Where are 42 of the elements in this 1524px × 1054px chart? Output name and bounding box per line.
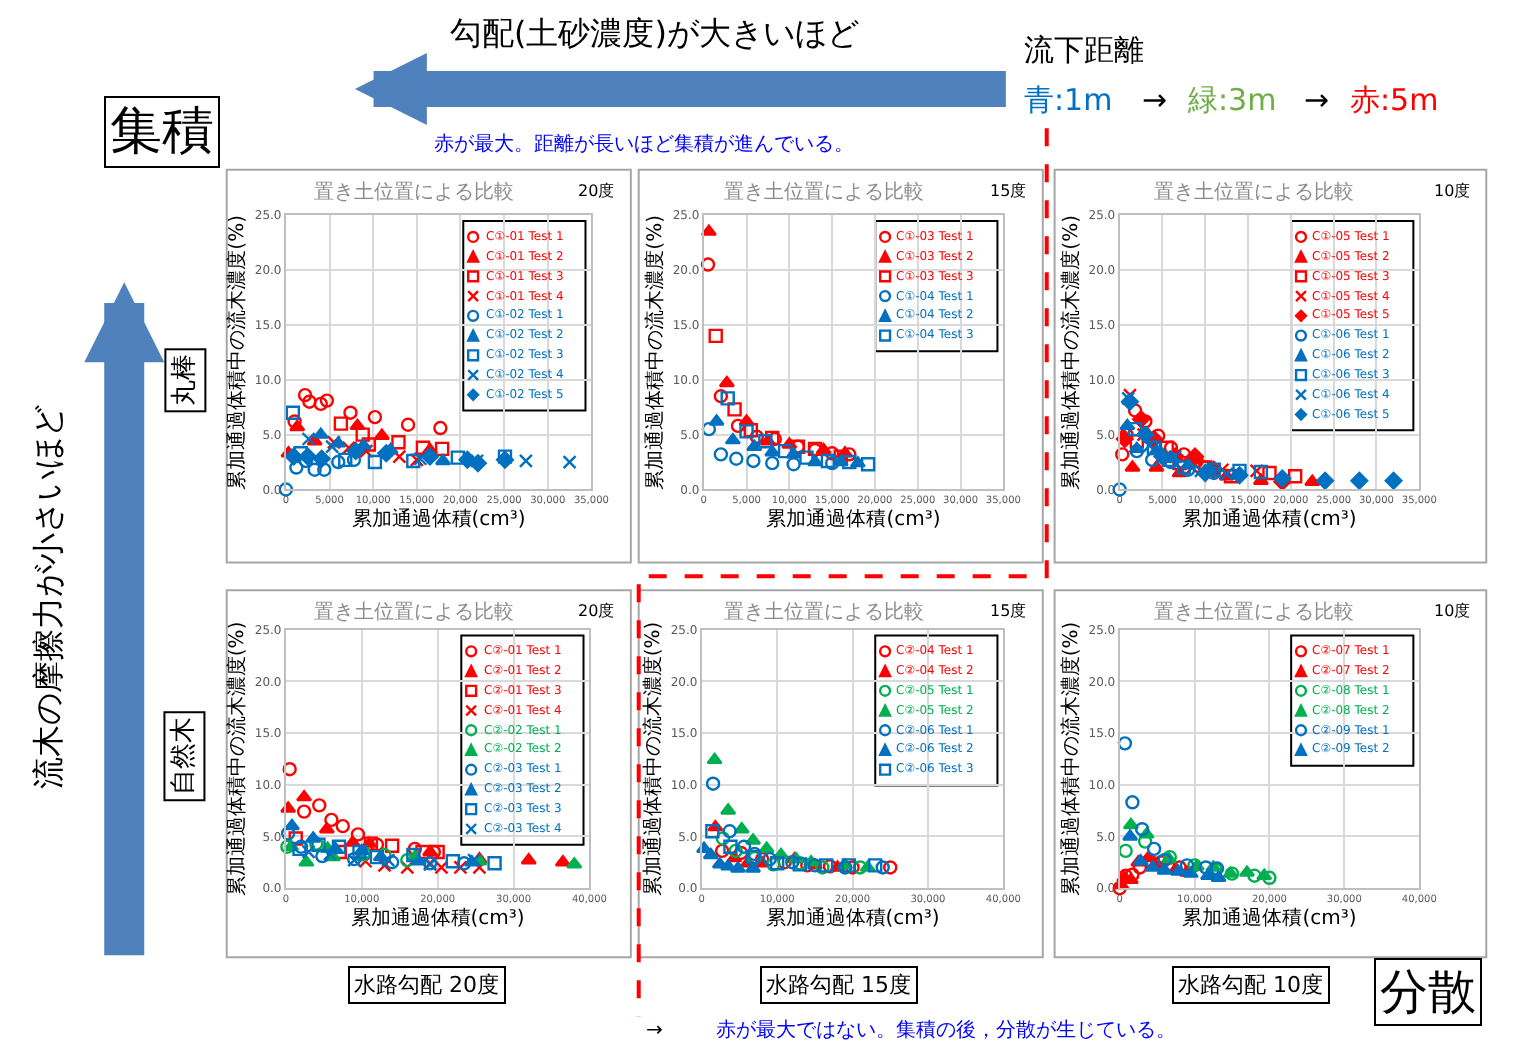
chart-subtitle: 15度 xyxy=(990,602,1027,620)
chart-subtitle: 20度 xyxy=(578,182,615,200)
text: 自然木 xyxy=(169,717,200,796)
text: 赤が最大ではない。集積の後，分散が生じている。 xyxy=(716,1018,1176,1042)
chart-title: 置き土位置による比較 xyxy=(724,600,924,624)
text: 10度 xyxy=(1434,602,1471,620)
text: 緑:3m xyxy=(1186,82,1277,118)
chart-title: 置き土位置による比較 xyxy=(314,180,514,204)
y-axis-title: 累加通過体積中の流木濃度(%) xyxy=(224,621,249,897)
text: 勾配(土砂濃度)が大きいほど xyxy=(450,14,859,52)
text: 10度 xyxy=(1434,182,1471,200)
text: 丸棒 xyxy=(170,354,201,407)
text: 集積 xyxy=(110,102,214,162)
x-axis-title: 累加通過体積(cm³) xyxy=(766,507,941,532)
text: 流木の摩擦力が小さいほど xyxy=(29,405,68,790)
text: 分散 xyxy=(1380,964,1476,1020)
text: 赤が最大。距離が長いほど集積が進んでいる。 xyxy=(434,132,854,156)
text: → xyxy=(1304,82,1330,118)
text: 赤:5m xyxy=(1350,82,1439,118)
y-axis-title: 累加通過体積中の流木濃度(%) xyxy=(1058,214,1083,490)
chart-title: 置き土位置による比較 xyxy=(1154,180,1354,204)
text: 水路勾配 10度 xyxy=(1178,972,1323,998)
text: → xyxy=(646,1020,663,1042)
x-axis-title: 累加通過体積(cm³) xyxy=(765,906,940,931)
x-axis-title: 累加通過体積(cm³) xyxy=(350,906,525,931)
text: 流下距離 xyxy=(1024,32,1144,68)
x-axis-title: 累加通過体積(cm³) xyxy=(351,507,526,532)
chart-title: 置き土位置による比較 xyxy=(1154,600,1354,624)
text: 水路勾配 15度 xyxy=(766,972,911,998)
chart-subtitle: 20度 xyxy=(578,602,615,620)
y-axis-title: 累加通過体積中の流木濃度(%) xyxy=(224,214,249,490)
x-axis-title: 累加通過体積(cm³) xyxy=(1182,507,1357,532)
y-axis-title: 累加通過体積中の流木濃度(%) xyxy=(1058,621,1083,897)
y-axis-title: 累加通過体積中の流木濃度(%) xyxy=(642,214,667,490)
x-axis-title: 累加通過体積(cm³) xyxy=(1182,906,1357,931)
y-axis-title: 累加通過体積中の流木濃度(%) xyxy=(640,621,665,897)
chart-title: 置き土位置による比較 xyxy=(724,180,924,204)
text: 青:1m xyxy=(1024,82,1113,118)
text: → xyxy=(1142,82,1168,118)
chart-subtitle: 15度 xyxy=(990,182,1027,200)
text: 水路勾配 20度 xyxy=(354,972,499,998)
chart-title: 置き土位置による比較 xyxy=(314,600,514,624)
